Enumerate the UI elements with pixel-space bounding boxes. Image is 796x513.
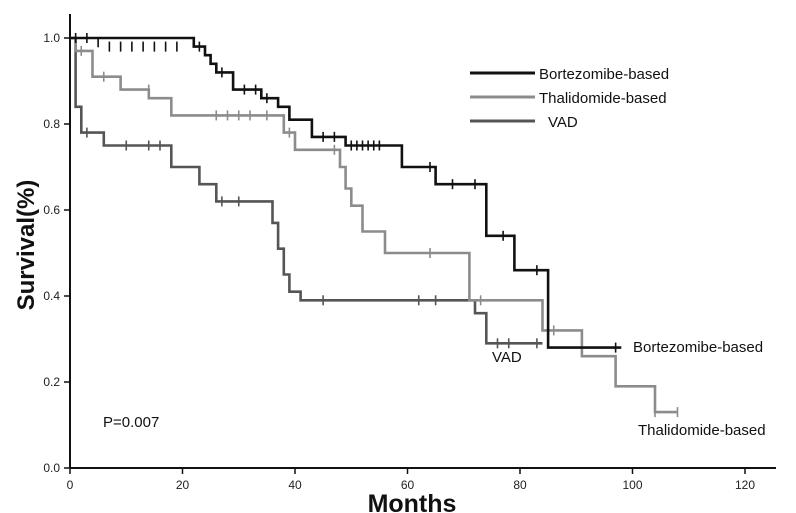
legend: Bortezomibe-based Thalidomide-based VAD	[470, 66, 669, 131]
series-vad	[70, 36, 543, 349]
x-tick-label: 120	[735, 478, 755, 492]
x-tick-label: 80	[513, 478, 527, 492]
series-line-vad	[70, 36, 543, 345]
y-ticks: 0.0 0.2 0.4 0.6 0.8 1.0	[43, 31, 70, 475]
legend-label-bortezomibe: Bortezomibe-based	[539, 66, 669, 83]
end-label-vad: VAD	[492, 349, 522, 366]
x-tick-label: 40	[288, 478, 302, 492]
x-axis-title: Months	[368, 490, 457, 513]
x-ticks: 0 20 40 60 80 100 120	[67, 468, 755, 492]
y-tick-label: 0.6	[43, 203, 60, 217]
axes	[69, 14, 776, 469]
series-layer	[70, 33, 679, 418]
y-tick-label: 0.8	[43, 117, 60, 131]
x-tick-label: 100	[622, 478, 642, 492]
series-line-bortezomibe-based	[70, 36, 622, 349]
y-tick-label: 0.0	[43, 461, 60, 475]
end-label-thalidomide: Thalidomide-based	[638, 422, 766, 439]
x-tick-label: 0	[67, 478, 74, 492]
series-thalidomide-based	[70, 36, 679, 418]
end-label-bortezomibe: Bortezomibe-based	[633, 339, 763, 356]
legend-label-thalidomide: Thalidomide-based	[539, 90, 667, 107]
y-tick-label: 0.2	[43, 375, 60, 389]
legend-label-vad: VAD	[548, 114, 578, 131]
x-tick-label: 60	[401, 478, 415, 492]
y-axis-title: Survival(%)	[13, 180, 40, 311]
y-tick-label: 0.4	[43, 289, 60, 303]
series-bortezomibe-based	[70, 33, 622, 353]
p-value-annotation: P=0.007	[103, 414, 159, 431]
x-tick-label: 20	[176, 478, 190, 492]
y-tick-label: 1.0	[43, 31, 60, 45]
